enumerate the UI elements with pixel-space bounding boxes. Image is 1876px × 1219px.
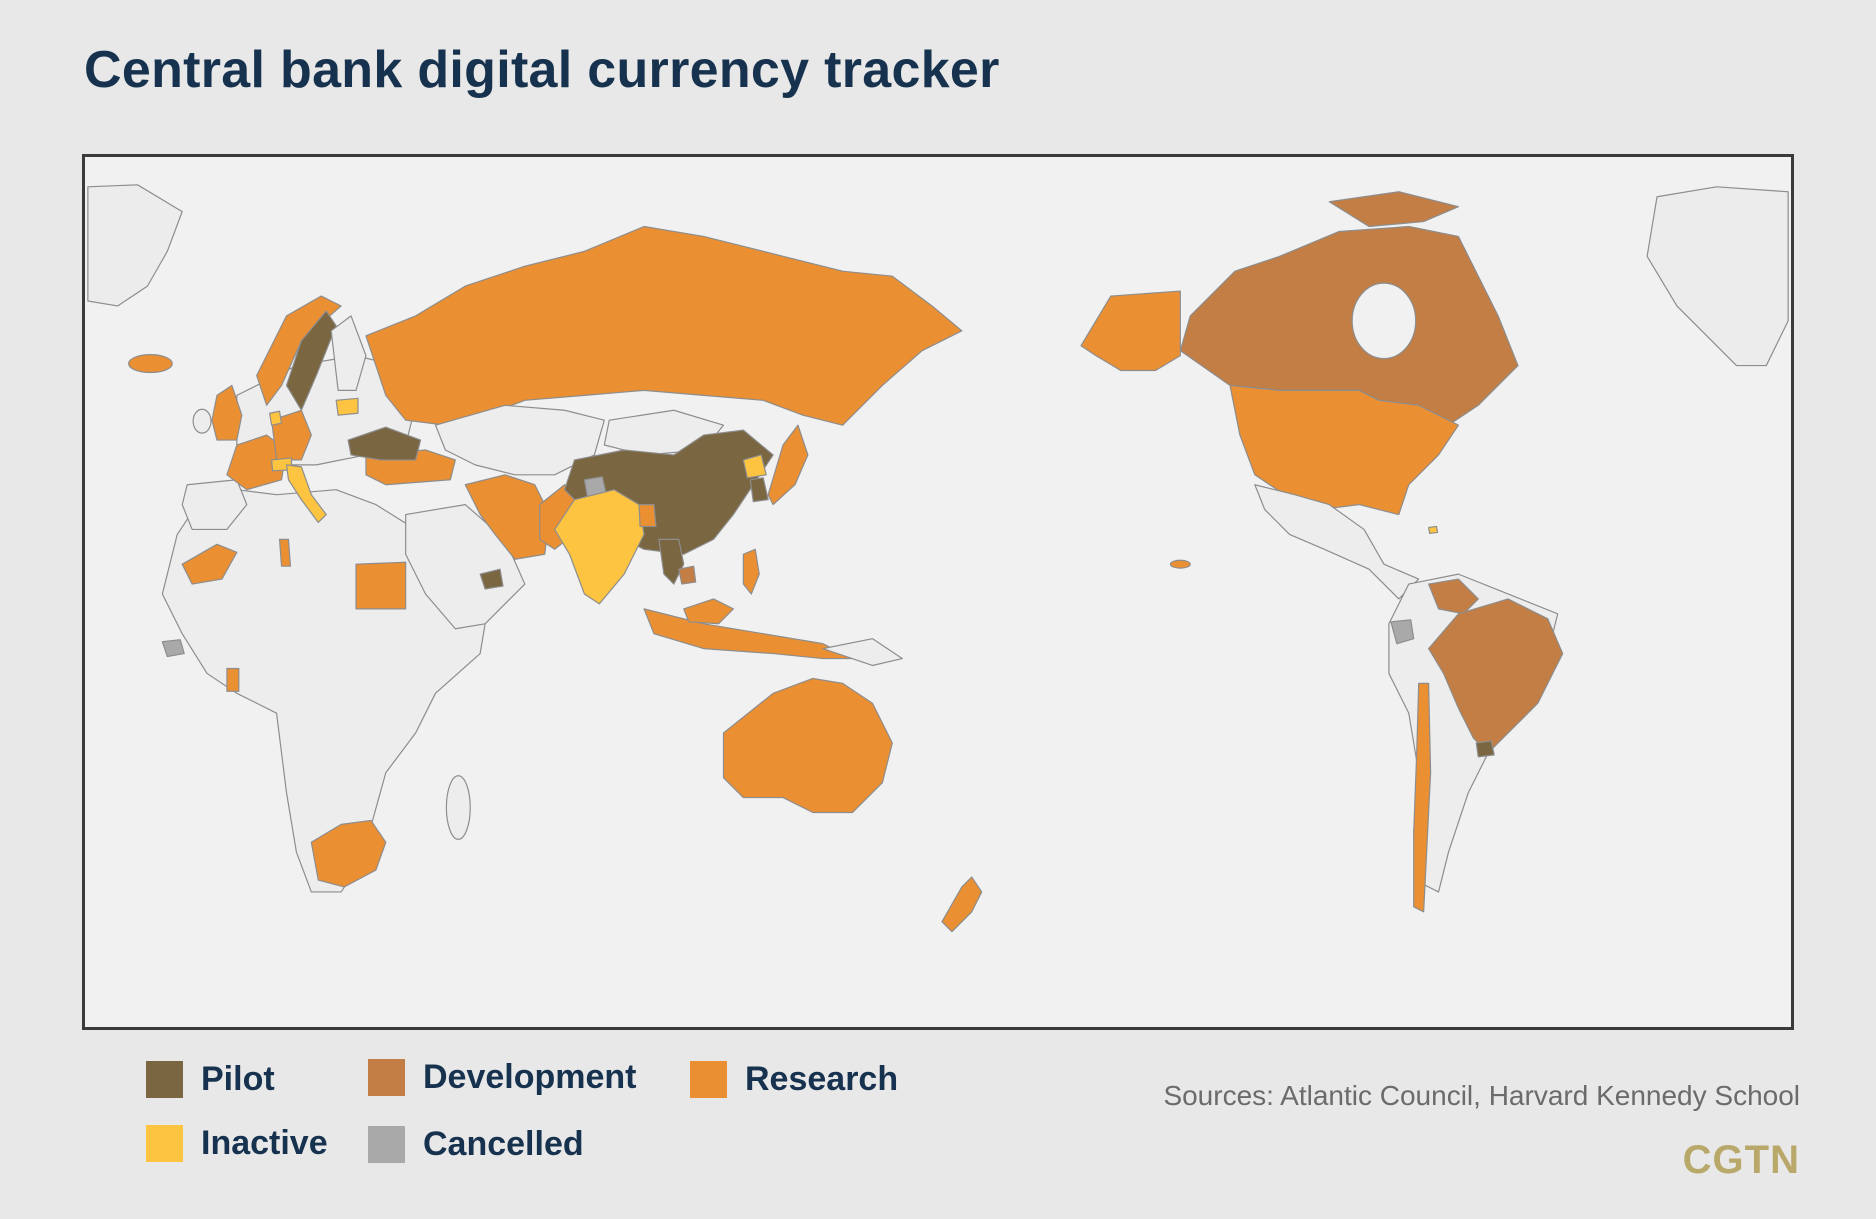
- sources-note: Sources: Atlantic Council, Harvard Kenne…: [1163, 1080, 1800, 1111]
- legend-label-research: Research: [745, 1060, 899, 1098]
- ireland: [192, 408, 212, 434]
- uruguay: [1475, 740, 1495, 758]
- japan: [767, 424, 809, 506]
- united-states: [1229, 384, 1460, 516]
- indonesia: [643, 608, 854, 660]
- lithuania: [335, 397, 359, 416]
- finland: [330, 315, 367, 391]
- map-svg: [87, 184, 1789, 933]
- australia: [722, 677, 893, 814]
- egypt: [355, 561, 407, 610]
- philippines: [742, 548, 760, 595]
- legend-swatch-cancelled: [368, 1126, 405, 1163]
- south-africa: [310, 819, 387, 888]
- morocco: [181, 543, 238, 585]
- legend-item-inactive: Inactive: [146, 1124, 328, 1163]
- alaska: [1080, 290, 1181, 372]
- legend-swatch-development: [368, 1059, 405, 1096]
- canada-arctic: [1328, 191, 1460, 228]
- chart-title: Central bank digital currency tracker: [84, 41, 1000, 99]
- cgtn-logo: CGTN: [1682, 1138, 1800, 1182]
- jamaica: [1428, 525, 1439, 534]
- chile: [1413, 682, 1432, 913]
- venezuela: [1428, 578, 1479, 615]
- legend-swatch-research: [690, 1061, 727, 1098]
- legend-label-inactive: Inactive: [201, 1124, 328, 1162]
- hudson-bay: [1351, 282, 1417, 360]
- india: [554, 489, 645, 605]
- brazil: [1428, 598, 1564, 754]
- iceland: [127, 354, 173, 374]
- ghana: [226, 667, 240, 692]
- ukraine: [347, 426, 422, 461]
- malaysia: [683, 598, 735, 625]
- new-zealand: [941, 876, 983, 933]
- legend-item-pilot: Pilot: [146, 1060, 275, 1099]
- tunisia: [278, 538, 292, 567]
- greenland-west: [87, 184, 183, 307]
- uae: [479, 568, 504, 590]
- greenland-east: [1646, 186, 1789, 367]
- united-kingdom: [211, 384, 243, 441]
- russia: [365, 225, 963, 426]
- arabian-peninsula: [405, 504, 526, 630]
- papua-new-guinea: [822, 638, 903, 667]
- legend-label-cancelled: Cancelled: [423, 1125, 584, 1163]
- ecuador: [1390, 619, 1415, 645]
- legend-swatch-inactive: [146, 1125, 183, 1162]
- madagascar: [445, 775, 471, 840]
- senegal: [161, 639, 185, 658]
- thailand: [658, 538, 685, 585]
- legend-item-research: Research: [690, 1060, 898, 1099]
- france: [226, 434, 288, 491]
- netherlands: [269, 410, 283, 426]
- legend-item-cancelled: Cancelled: [368, 1125, 584, 1164]
- hawaii: [1169, 559, 1191, 569]
- legend-label-development: Development: [423, 1058, 637, 1096]
- legend-item-development: Development: [368, 1058, 637, 1097]
- south-korea: [749, 477, 769, 503]
- world-map: [82, 154, 1794, 1030]
- legend-label-pilot: Pilot: [201, 1060, 275, 1098]
- legend-swatch-pilot: [146, 1061, 183, 1098]
- italy: [285, 464, 327, 524]
- iran: [464, 474, 551, 560]
- bangladesh: [638, 504, 657, 528]
- canada: [1179, 225, 1519, 426]
- sweden: [285, 310, 337, 411]
- north-korea: [742, 454, 767, 479]
- cambodia: [678, 565, 697, 585]
